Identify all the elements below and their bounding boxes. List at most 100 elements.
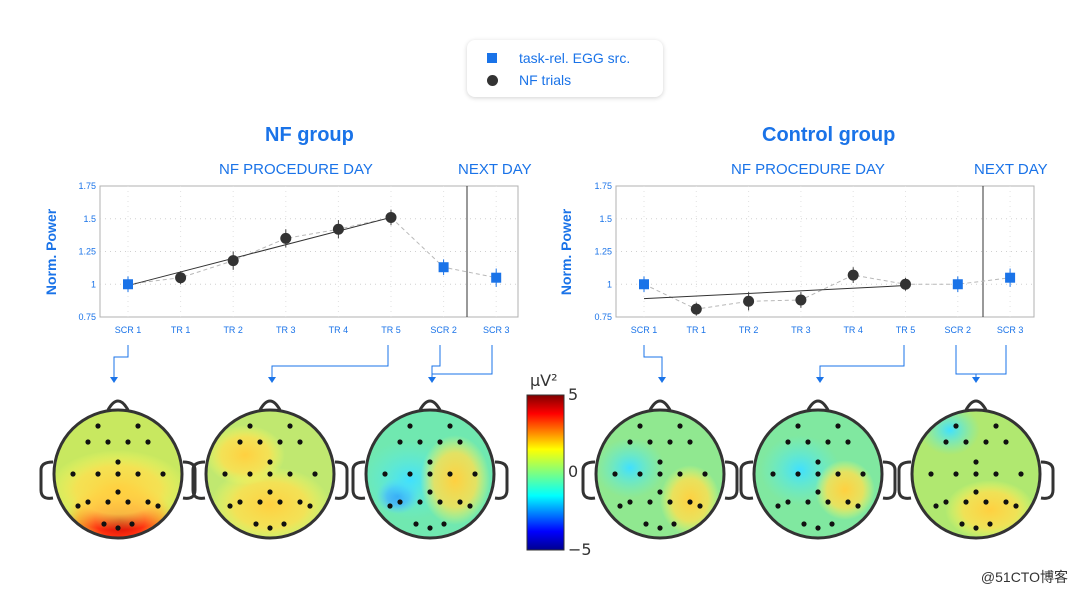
electrode-dot	[105, 499, 111, 505]
electrode-dot	[647, 439, 653, 445]
electrode-dot	[267, 489, 273, 495]
y-tick-label: 1.5	[599, 214, 612, 224]
electrode-dot	[825, 499, 831, 505]
power-region	[596, 438, 665, 498]
head-outline	[52, 408, 184, 540]
electrode-dot	[437, 499, 443, 505]
left-ear	[739, 460, 754, 500]
electrode-dot	[277, 439, 283, 445]
left-ear	[191, 460, 206, 500]
electrode-dot	[247, 423, 253, 429]
electrode-dot	[845, 439, 851, 445]
electrode-dot	[617, 503, 623, 509]
electrode-dot	[267, 525, 273, 531]
electrode-dot	[427, 489, 433, 495]
electrode-dot	[441, 521, 447, 527]
electrode-dot	[667, 499, 673, 505]
nf-next-day-label: NEXT DAY	[458, 161, 532, 178]
electrode-dot	[125, 439, 131, 445]
nose	[258, 399, 282, 411]
electrode-dot	[135, 471, 141, 477]
arrow-tr5-nf	[271, 345, 389, 378]
colorbar-unit: μV²	[530, 371, 558, 390]
electrode-dot	[805, 439, 811, 445]
electrode-dot	[815, 489, 821, 495]
electrode-dot	[472, 471, 478, 477]
electrode-dot	[105, 439, 111, 445]
electrode-dot	[855, 503, 861, 509]
electrode-dot	[287, 471, 293, 477]
data-point-square	[1005, 272, 1016, 283]
electrode-dot	[657, 459, 663, 465]
electrode-dot	[973, 525, 979, 531]
electrode-dot	[129, 521, 135, 527]
electrode-dot	[115, 525, 121, 531]
nose	[106, 399, 130, 411]
y-tick-label: 1.75	[78, 181, 96, 191]
electrode-dot	[1013, 503, 1019, 509]
x-tick-label: SCR 3	[483, 325, 510, 335]
connecting-line	[643, 274, 1011, 310]
nf-group-title: NF group	[265, 124, 354, 146]
right-ear	[182, 460, 197, 500]
arrow-tr5-ctrl	[819, 345, 905, 378]
electrode-dot	[1018, 471, 1024, 477]
legend-box: task-rel. EGG src. NF trials	[467, 40, 663, 97]
electrode-dot	[237, 439, 243, 445]
electrode-dot	[267, 471, 273, 477]
electrode-dot	[125, 499, 131, 505]
electrode-dot	[785, 439, 791, 445]
electrode-dot	[983, 499, 989, 505]
electrode-dot	[417, 439, 423, 445]
x-tick-label: TR 5	[381, 325, 401, 335]
electrode-dot	[457, 499, 463, 505]
nf-procedure-day-label: NF PROCEDURE DAY	[219, 161, 373, 178]
electrode-dot	[845, 499, 851, 505]
arrow-scr1-nf	[113, 345, 129, 378]
electrode-dot	[287, 423, 293, 429]
nose	[806, 399, 830, 411]
topomap-head	[581, 399, 739, 540]
legend-item-nf-trials: NF trials	[487, 70, 571, 90]
electrode-dot	[115, 471, 121, 477]
y-tick-label: 0.75	[78, 312, 96, 322]
electrode-dot	[928, 471, 934, 477]
data-point-square	[491, 272, 502, 283]
x-tick-label: SCR 2	[945, 325, 972, 335]
electrode-dot	[657, 489, 663, 495]
electrode-dot	[835, 423, 841, 429]
electrode-dot	[785, 499, 791, 505]
electrode-dot	[973, 459, 979, 465]
connector-arrows	[113, 345, 1007, 378]
electrode-dot	[671, 521, 677, 527]
arrow-heads	[110, 377, 980, 383]
data-point-circle	[227, 255, 239, 267]
right-ear	[494, 460, 509, 500]
left-ear	[39, 460, 54, 500]
electrode-dot	[253, 521, 259, 527]
electrode-dot	[643, 521, 649, 527]
electrode-dot	[943, 499, 949, 505]
electrode-dot	[145, 439, 151, 445]
electrode-dot	[437, 439, 443, 445]
electrode-dot	[1003, 499, 1009, 505]
head-outline	[364, 408, 496, 540]
electrode-dot	[222, 471, 228, 477]
x-tick-label: TR 2	[739, 325, 759, 335]
data-point-circle	[743, 295, 755, 307]
colorbar-gradient	[526, 394, 565, 551]
power-region	[945, 480, 1035, 538]
nose	[648, 399, 672, 411]
right-ear	[334, 460, 349, 500]
electrode-dot	[1003, 439, 1009, 445]
y-tick-label: 1.75	[594, 181, 612, 191]
electrode-dot	[627, 499, 633, 505]
electrode-dot	[993, 423, 999, 429]
topomap-head	[39, 399, 197, 540]
electrode-dot	[115, 489, 121, 495]
electrode-dot	[297, 499, 303, 505]
electrode-dot	[95, 423, 101, 429]
electrode-dot	[657, 471, 663, 477]
electrode-dot	[612, 471, 618, 477]
